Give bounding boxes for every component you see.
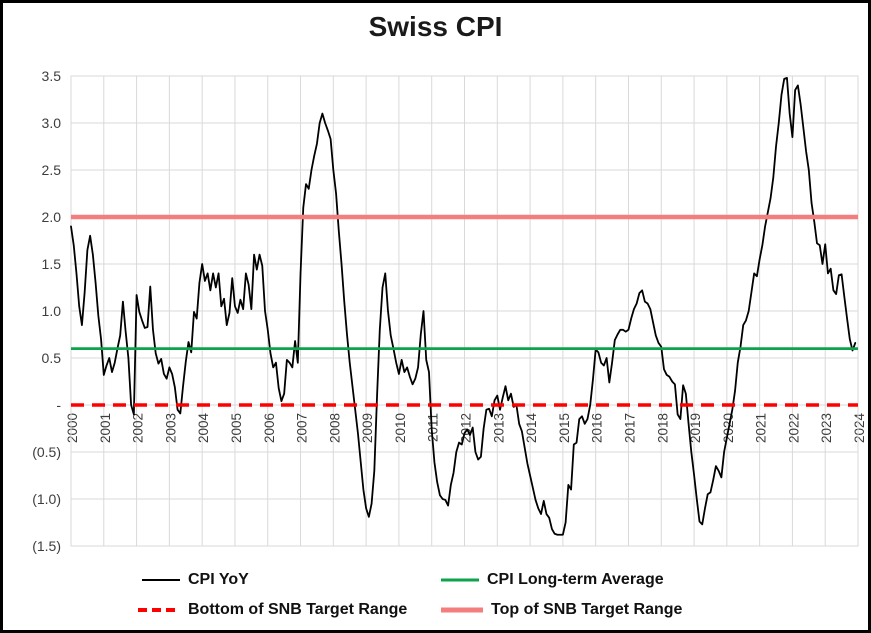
x-tick-label: 2004	[196, 413, 211, 444]
chart-title: Swiss CPI	[368, 11, 503, 42]
cpi-yoy-line	[70, 76, 857, 536]
x-tick-label: 2003	[163, 413, 178, 443]
y-tick-label: (1.0)	[32, 491, 61, 507]
x-tick-label: 2019	[688, 413, 703, 443]
y-tick-label: 1.0	[42, 303, 62, 319]
x-tick-label: 2000	[65, 413, 80, 443]
cpi-yoy-line-sample	[142, 579, 180, 581]
x-tick-label: 2013	[491, 413, 506, 443]
x-tick-label: 2021	[754, 413, 769, 443]
x-tick-label: 2008	[327, 413, 342, 443]
x-tick-label: 2001	[98, 413, 113, 443]
y-tick-label: 1.5	[42, 256, 62, 272]
legend-item-cpi-yoy: CPI YoY	[141, 571, 249, 589]
legend-label-cpi-yoy: CPI YoY	[188, 571, 249, 588]
x-tick-label: 2022	[786, 413, 801, 443]
x-tick-label: 2006	[262, 413, 277, 443]
y-tick-label: (0.5)	[32, 444, 61, 460]
x-tick-label: 2023	[819, 413, 834, 443]
legend-item-bottom-target: Bottom of SNB Target Range	[137, 601, 407, 619]
legend-item-long-term-average: CPI Long-term Average	[440, 571, 664, 589]
legend-label-top-target: Top of SNB Target Range	[491, 601, 683, 618]
cpi-line-chart: 3.5 3.0 2.5 2.0 1.5 1.0 0.5 - (0.5) (1.0) (1.5) 200…	[32, 68, 867, 554]
x-tick-label: 2011	[426, 413, 441, 442]
x-tick-label: 2018	[655, 413, 670, 443]
x-tick-label: 2012	[459, 413, 474, 443]
y-tick-label: 0.5	[42, 350, 62, 366]
y-tick-label: 3.5	[42, 68, 62, 84]
legend-label-bottom-target: Bottom of SNB Target Range	[188, 601, 408, 618]
x-tick-label: 2015	[557, 413, 572, 443]
x-tick-label: 2024	[852, 413, 867, 444]
x-tick-label: 2002	[131, 413, 146, 443]
x-tick-label: 2017	[622, 413, 637, 443]
y-tick-label: (1.5)	[32, 538, 61, 554]
x-tick-label: 2010	[393, 413, 408, 443]
y-tick-label: 2.0	[42, 209, 62, 225]
legend-label-long-term-average: CPI Long-term Average	[487, 571, 664, 588]
plot-border	[70, 75, 859, 547]
x-tick-label: 2009	[360, 413, 375, 443]
x-tick-label: 2016	[590, 413, 605, 443]
legend-item-top-target: Top of SNB Target Range	[440, 601, 682, 619]
bottom-target-line-sample	[138, 608, 180, 612]
x-tick-label: 2007	[295, 413, 310, 443]
top-target-line-sample	[441, 607, 483, 613]
y-tick-label: 2.5	[42, 162, 62, 178]
x-tick-label: 2005	[229, 413, 244, 443]
y-tick-label: -	[56, 397, 61, 413]
x-tick-label: 2014	[524, 413, 539, 444]
y-tick-label: 3.0	[42, 115, 62, 131]
long-term-average-line-sample	[441, 578, 479, 582]
